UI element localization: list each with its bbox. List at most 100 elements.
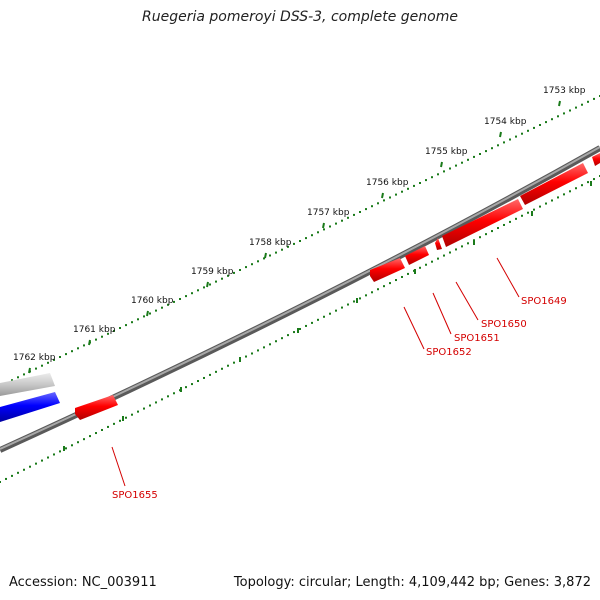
outer-track-dot bbox=[449, 167, 451, 170]
inner-track-dot bbox=[161, 398, 163, 401]
gene-label-spo1650[interactable]: SPO1650 bbox=[481, 319, 527, 330]
outer-track-dot bbox=[467, 158, 469, 161]
gene-feature-spo1652[interactable] bbox=[370, 258, 405, 282]
gene-feature-spo1650[interactable] bbox=[435, 238, 442, 250]
outer-track-dot bbox=[329, 225, 331, 228]
inner-track-dot bbox=[17, 471, 19, 474]
outer-track-dot bbox=[263, 257, 265, 260]
outer-track-dot bbox=[431, 176, 433, 179]
inner-track-dot bbox=[29, 465, 31, 468]
outer-track-dot bbox=[539, 124, 541, 126]
scale-label: 1762 kbp bbox=[13, 353, 56, 363]
inner-track-dot bbox=[401, 275, 403, 278]
inner-track-dot bbox=[593, 178, 595, 181]
outer-track-dot bbox=[419, 182, 421, 184]
inner-track-dot bbox=[485, 233, 487, 236]
outer-track-dot bbox=[71, 350, 73, 353]
gene-feature-spo1649[interactable] bbox=[442, 199, 523, 247]
outer-track-dot bbox=[197, 289, 199, 292]
inner-track-dot bbox=[389, 282, 391, 285]
outer-track-dot bbox=[131, 321, 133, 324]
outer-track-dot bbox=[53, 358, 55, 361]
gene-label-spo1655[interactable]: SPO1655 bbox=[112, 490, 158, 501]
gene-label-spo1652[interactable]: SPO1652 bbox=[426, 347, 472, 358]
outer-track-dot bbox=[305, 237, 307, 240]
inner-track-dot bbox=[341, 306, 343, 309]
outer-track-dot bbox=[245, 266, 247, 269]
outer-track-dot bbox=[119, 327, 121, 329]
outer-track-dot bbox=[209, 283, 211, 286]
gene-feature-spo1655[interactable] bbox=[75, 395, 118, 420]
outer-track-dot bbox=[455, 164, 457, 167]
inner-track-dot bbox=[137, 410, 139, 413]
inner-track-dot bbox=[551, 199, 553, 202]
inner-track-dot bbox=[335, 309, 337, 312]
map-title: Ruegeria pomeroyi DSS-3, complete genome bbox=[142, 9, 458, 25]
outer-track-dot bbox=[17, 376, 19, 379]
outer-track-dot bbox=[143, 315, 145, 318]
outer-major-tick bbox=[558, 100, 561, 107]
inner-track-dot bbox=[59, 450, 61, 453]
gene-feature-blue[interactable] bbox=[0, 392, 60, 422]
gene-feature-red-5[interactable] bbox=[520, 163, 588, 205]
gene-feature-red-6[interactable] bbox=[592, 153, 600, 166]
inner-track-dot bbox=[215, 370, 217, 373]
inner-track-dot bbox=[509, 220, 511, 223]
outer-track-dot bbox=[593, 97, 595, 100]
outer-track-dot bbox=[575, 106, 577, 109]
outer-track-dot bbox=[239, 269, 241, 271]
inner-track-dot bbox=[437, 257, 439, 260]
outer-track-dot bbox=[371, 205, 373, 208]
inner-track-dot bbox=[575, 187, 577, 190]
outer-track-dot bbox=[179, 298, 181, 300]
outer-track-dot bbox=[383, 199, 385, 202]
inner-track-dot bbox=[317, 318, 319, 321]
inner-track-dot bbox=[449, 251, 451, 254]
inner-track-dot bbox=[113, 422, 115, 425]
inner-track-dot bbox=[221, 367, 223, 370]
outer-major-tick bbox=[88, 339, 91, 346]
inner-track-dot bbox=[95, 432, 97, 435]
gene-feature-grey[interactable] bbox=[0, 373, 55, 396]
inner-track-dot bbox=[545, 202, 547, 205]
gene-feature-spo1651[interactable] bbox=[405, 246, 429, 265]
inner-track-dot bbox=[425, 263, 427, 266]
outer-track-dot bbox=[65, 353, 67, 356]
outer-major-tick bbox=[28, 367, 31, 374]
inner-track-dot bbox=[347, 303, 349, 306]
inner-track-dot bbox=[275, 340, 277, 343]
inner-track-dot bbox=[371, 291, 373, 294]
inner-track-dot bbox=[185, 386, 187, 389]
inner-track-dot bbox=[497, 227, 499, 230]
inner-track-dot bbox=[299, 328, 301, 330]
gene-label-spo1649[interactable]: SPO1649 bbox=[521, 296, 567, 307]
inner-track-dot bbox=[521, 214, 523, 217]
outer-track-dot bbox=[443, 170, 445, 173]
inner-track-dot bbox=[431, 260, 433, 263]
outer-track-dot bbox=[83, 344, 85, 347]
outer-track-dot bbox=[569, 109, 571, 112]
outer-track-dot bbox=[299, 240, 301, 242]
outer-track-dot bbox=[491, 147, 493, 150]
outer-track-dot bbox=[269, 254, 271, 257]
outer-track-dot bbox=[377, 202, 379, 205]
inner-track-dot bbox=[263, 346, 265, 349]
inner-track-dot bbox=[323, 315, 325, 318]
gene-label-spo1651[interactable]: SPO1651 bbox=[454, 333, 500, 344]
inner-track-dot bbox=[359, 297, 361, 300]
inner-track-dot bbox=[251, 352, 253, 355]
outer-track-dot bbox=[257, 260, 259, 263]
outer-track-dot bbox=[359, 211, 361, 213]
outer-major-tick bbox=[381, 192, 384, 199]
inner-track-dot bbox=[479, 236, 481, 239]
inner-track-dot bbox=[491, 230, 493, 233]
inner-track-dot bbox=[455, 248, 457, 251]
outer-track-dot bbox=[221, 277, 223, 280]
scale-label: 1758 kbp bbox=[249, 238, 292, 248]
outer-track-dot bbox=[251, 263, 253, 266]
outer-track-dot bbox=[23, 373, 25, 376]
outer-track-dot bbox=[485, 150, 487, 153]
outer-track-dot bbox=[503, 141, 505, 144]
outer-track-dot bbox=[203, 286, 205, 289]
inner-track-dot bbox=[149, 404, 151, 407]
